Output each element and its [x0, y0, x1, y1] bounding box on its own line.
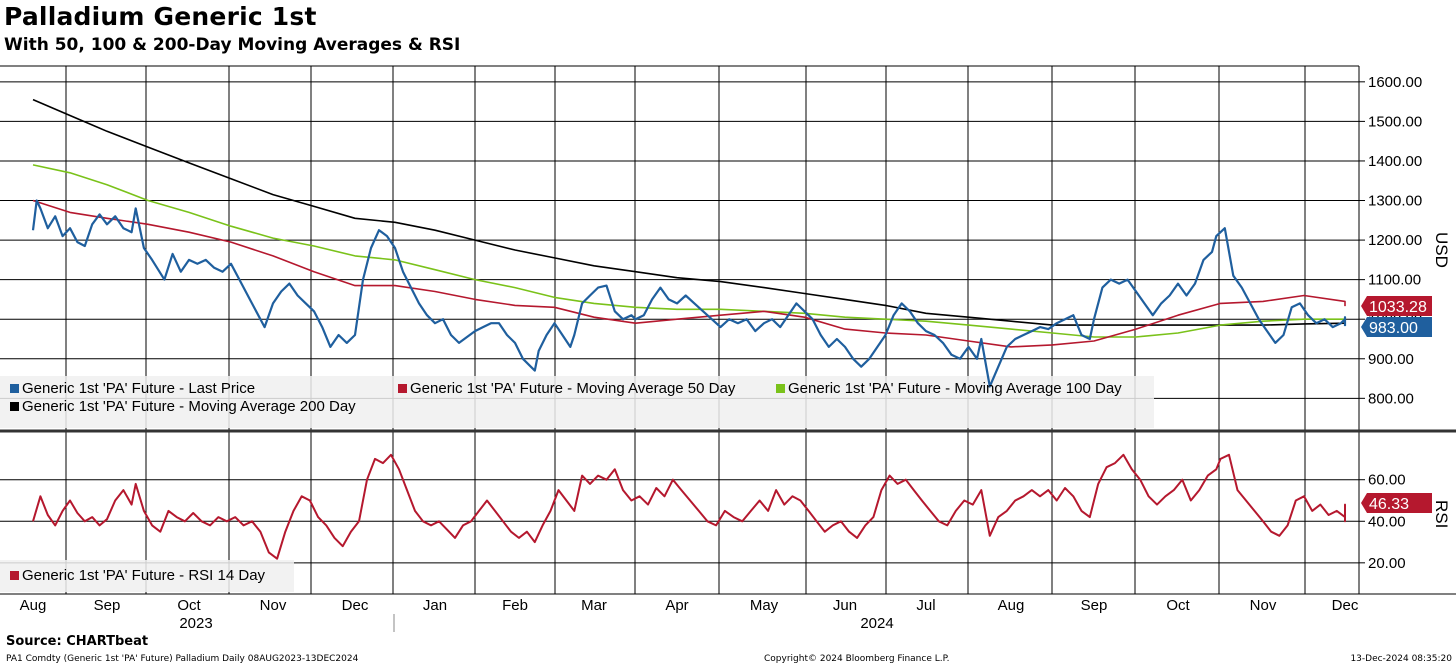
price-legend-box — [0, 376, 1154, 428]
last-value-price-bg — [1361, 317, 1432, 337]
copyright-notice: Copyright© 2024 Bloomberg Finance L.P. — [764, 654, 950, 664]
x-axis-month-label: Aug — [20, 597, 47, 614]
x-axis-month-label: Feb — [502, 597, 528, 614]
x-axis-month-label: Oct — [177, 597, 201, 614]
x-axis-month-label: Sep — [1081, 597, 1108, 614]
legend-label-ma200: Generic 1st 'PA' Future - Moving Average… — [22, 398, 356, 415]
legend-swatch-rsi — [10, 571, 19, 580]
ticker-info: PA1 Comdty (Generic 1st 'PA' Future) Pal… — [6, 654, 359, 664]
chart-subtitle: With 50, 100 & 200-Day Moving Averages &… — [4, 35, 461, 55]
source-label: Source: CHARTbeat — [6, 634, 149, 649]
price-axis-label: USD — [1432, 232, 1451, 268]
last-value-ma50: 1033.28 — [1369, 299, 1427, 316]
x-axis-month-label: Dec — [342, 597, 369, 614]
series-line-rsi — [32, 453, 1346, 560]
last-value-price: 983.00 — [1369, 320, 1418, 337]
x-axis-month-label: Nov — [260, 597, 287, 614]
last-value-ma50-bg — [1361, 296, 1432, 316]
rsi-axis-tick-label: 60.00 — [1368, 472, 1406, 489]
x-axis-year-label: 2023 — [179, 615, 212, 632]
x-axis-month-label: Aug — [998, 597, 1025, 614]
legend-label-ma100: Generic 1st 'PA' Future - Moving Average… — [788, 380, 1122, 397]
x-axis-month-label: Jul — [916, 597, 935, 614]
x-axis-month-label: Dec — [1332, 597, 1359, 614]
series-line-ma50 — [32, 199, 1346, 348]
price-axis-tick-label: 900.00 — [1368, 351, 1414, 368]
last-value-rsi-bg — [1361, 493, 1432, 513]
price-axis-tick-label: 1300.00 — [1368, 193, 1422, 210]
x-axis-month-label: Sep — [94, 597, 121, 614]
chart-title: Palladium Generic 1st — [4, 2, 317, 31]
series-line-last_price — [31, 199, 1347, 388]
legend-label-ma50: Generic 1st 'PA' Future - Moving Average… — [410, 380, 736, 397]
rsi-axis-tick-label: 40.00 — [1368, 513, 1406, 530]
legend-label-last_price: Generic 1st 'PA' Future - Last Price — [22, 380, 255, 397]
price-axis-tick-label: 1600.00 — [1368, 74, 1422, 91]
rsi-axis-label: RSI — [1432, 500, 1451, 528]
x-axis-month-label: Jun — [833, 597, 857, 614]
legend-swatch-ma100 — [776, 384, 785, 393]
x-axis-year-label: 2024 — [860, 615, 893, 632]
legend-swatch-ma200 — [10, 402, 19, 411]
last-value-rsi: 46.33 — [1369, 496, 1409, 513]
price-axis-tick-label: 1500.00 — [1368, 113, 1422, 130]
series-line-ma200 — [32, 98, 1346, 326]
price-axis-tick-label: 800.00 — [1368, 390, 1414, 407]
timestamp: 13-Dec-2024 08:35:20 — [1350, 654, 1452, 664]
x-axis-month-label: Oct — [1166, 597, 1190, 614]
rsi-axis-tick-label: 20.00 — [1368, 555, 1406, 572]
price-axis-tick-label: 1400.00 — [1368, 153, 1422, 170]
series-line-ma100 — [32, 164, 1345, 338]
x-axis-month-label: Mar — [581, 597, 607, 614]
price-axis-tick-label: 1200.00 — [1368, 232, 1422, 249]
x-axis-month-label: May — [750, 597, 779, 614]
legend-swatch-last_price — [10, 384, 19, 393]
x-axis-month-label: Jan — [423, 597, 447, 614]
legend-label-rsi: Generic 1st 'PA' Future - RSI 14 Day — [22, 567, 266, 584]
x-axis-month-label: Nov — [1250, 597, 1277, 614]
price-axis-tick-label: 1100.00 — [1368, 272, 1421, 289]
rsi-legend-box — [0, 560, 294, 592]
x-axis-month-label: Apr — [665, 597, 688, 614]
legend-swatch-ma50 — [398, 384, 407, 393]
